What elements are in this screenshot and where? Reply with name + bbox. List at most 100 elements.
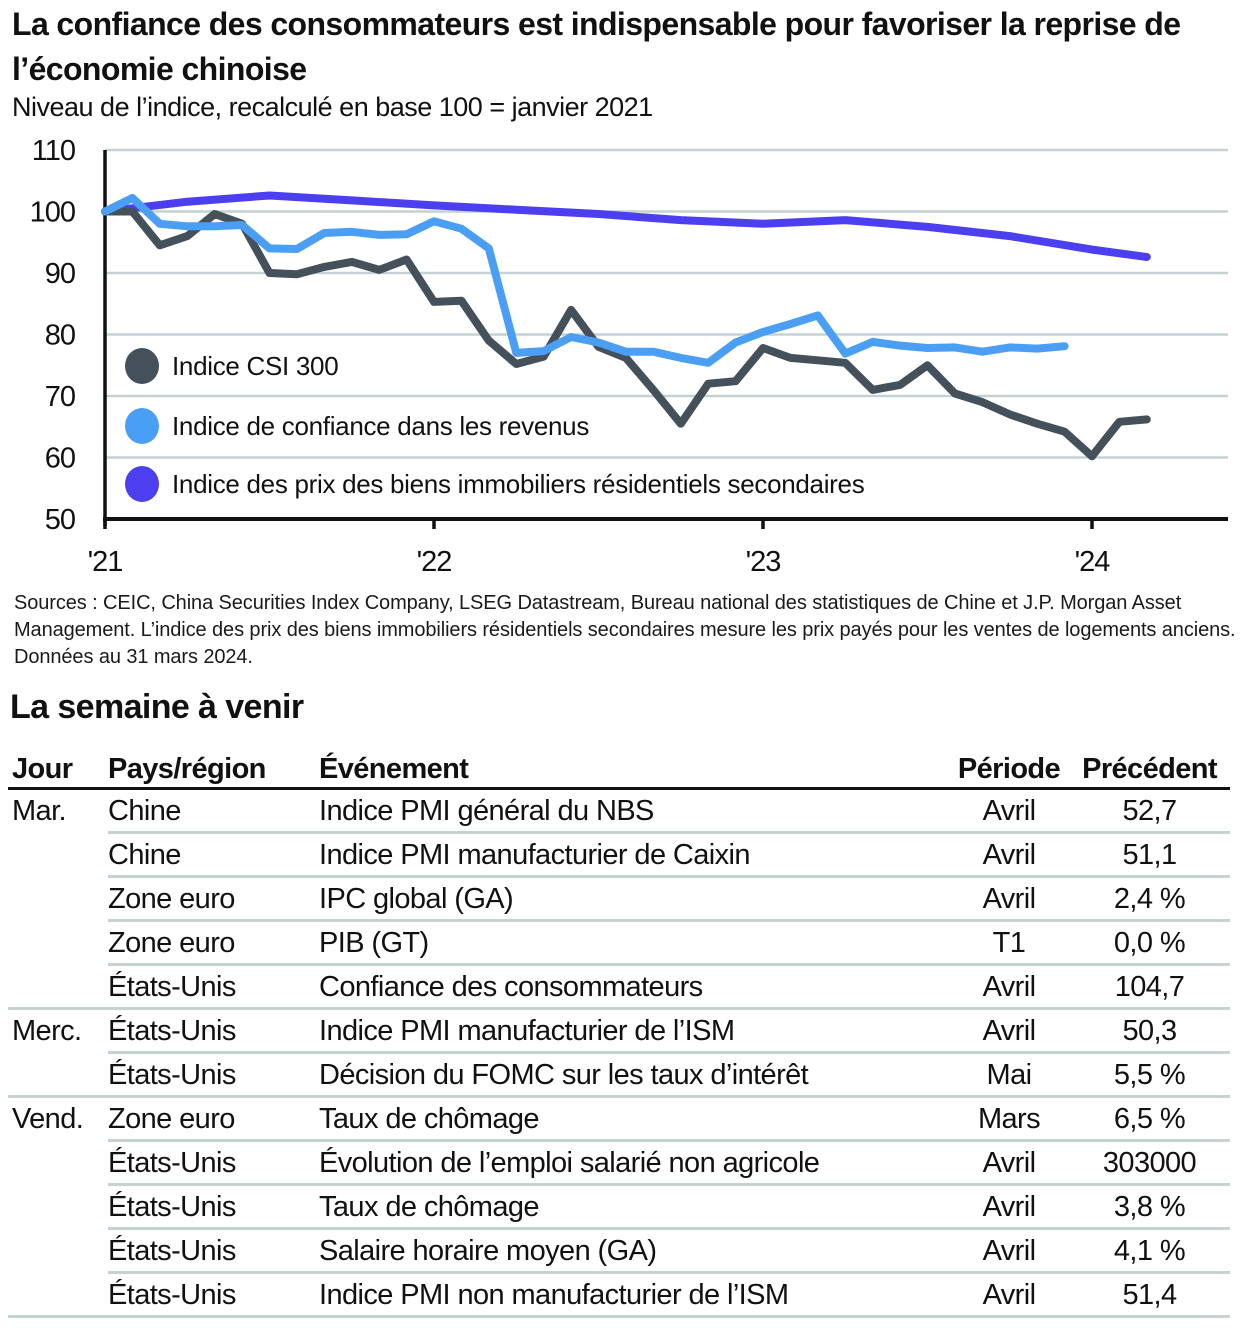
cell-previous: 104,7 [1069, 964, 1230, 1010]
legend-label: Indice de confiance dans les revenus [172, 411, 589, 441]
legend-label: Indice des prix des biens immobiliers ré… [172, 469, 865, 499]
cell-country: États-Unis [108, 1228, 319, 1274]
cell-country: Zone euro [108, 920, 319, 966]
table-row: États-Unis Décision du FOMC sur les taux … [8, 1052, 1230, 1098]
cell-period: Mars [949, 1096, 1069, 1142]
chart-subtitle: Niveau de l’indice, recalculé en base 10… [12, 92, 653, 122]
cell-day [8, 964, 108, 1010]
cell-country: États-Unis [108, 1272, 319, 1318]
cell-event: Évolution de l’emploi salarié non agrico… [319, 1140, 949, 1186]
cell-previous: 6,5 % [1069, 1096, 1230, 1142]
cell-event: Indice PMI manufacturier de l’ISM [319, 1008, 949, 1054]
cell-country: Chine [108, 832, 319, 878]
chart-title: La confiance des consommateurs est indis… [12, 6, 1181, 87]
table-row: États-Unis Taux de chômage Avril 3,8 % [8, 1184, 1230, 1230]
cell-previous: 5,5 % [1069, 1052, 1230, 1098]
x-axis: '21 '22 '23 '24 [88, 150, 1228, 578]
header-event: Événement [319, 746, 949, 790]
cell-day [8, 1185, 108, 1229]
y-tick-label: 70 [45, 381, 75, 413]
table-row: Zone euro IPC global (GA) Avril 2,4 % [8, 876, 1230, 922]
cell-country: États-Unis [108, 1184, 319, 1230]
cell-event: Confiance des consommateurs [319, 964, 949, 1010]
cell-day [8, 921, 108, 965]
header-period: Période [949, 746, 1069, 790]
cell-country: États-Unis [108, 1008, 319, 1054]
cell-day: Vend. [12, 1103, 84, 1136]
y-tick-label: 50 [45, 504, 75, 536]
cell-country: États-Unis [108, 964, 319, 1010]
line-chart: 50 60 70 80 90 100 110 '21 '22 '23 '24 Indice CSI… [30, 135, 1228, 578]
x-tick-label: '23 [746, 546, 781, 578]
x-tick-label: '24 [1075, 546, 1111, 578]
cell-period: Mai [949, 1052, 1069, 1098]
cell-previous: 51,4 [1069, 1272, 1230, 1318]
cell-day: Merc. [12, 1015, 82, 1048]
cell-day [8, 1141, 108, 1185]
cell-event: Taux de chômage [319, 1184, 949, 1230]
cell-previous: 50,3 [1069, 1008, 1230, 1054]
table-header-row: Jour Pays/région Événement Période Précé… [8, 746, 1230, 790]
cell-period: Avril [949, 1140, 1069, 1186]
x-tick-label: '21 [88, 546, 123, 578]
cell-period: T1 [949, 920, 1069, 966]
cell-previous: 303000 [1069, 1140, 1230, 1186]
cell-event: PIB (GT) [319, 920, 949, 966]
legend-swatch-income-confidence [125, 408, 159, 444]
legend-item-csi300: Indice CSI 300 [125, 348, 339, 384]
cell-country: États-Unis [108, 1140, 319, 1186]
legend: Indice CSI 300 Indice de confiance dans l… [125, 348, 865, 502]
header-country: Pays/région [108, 746, 319, 790]
series-lines [101, 191, 1151, 461]
table-row: États-Unis Évolution de l’emploi salarié … [8, 1140, 1230, 1186]
cell-previous: 4,1 % [1069, 1228, 1230, 1274]
cell-period: Avril [949, 788, 1069, 834]
legend-swatch-csi300 [125, 348, 159, 384]
table-row: Merc. États-Unis Indice PMI manufacturier … [8, 1008, 1230, 1054]
sources-note: Sources : CEIC, China Securities Index C… [14, 592, 1236, 668]
legend-label: Indice CSI 300 [172, 351, 338, 381]
cell-event: Taux de chômage [319, 1096, 949, 1142]
cell-event: Salaire horaire moyen (GA) [319, 1228, 949, 1274]
cell-day [8, 1229, 108, 1273]
x-tick-label: '22 [417, 546, 452, 578]
table-row: États-Unis Salaire horaire moyen (GA) Avri… [8, 1228, 1230, 1274]
legend-item-income-confidence: Indice de confiance dans les revenus [125, 408, 590, 444]
table-row: Mar. Chine Indice PMI général du NBS Avril 5… [8, 788, 1230, 834]
table-row: Zone euro PIB (GT) T1 0,0 % [8, 920, 1230, 966]
table-row: Chine Indice PMI manufacturier de Caixin A… [8, 832, 1230, 878]
cell-country: Zone euro [108, 1096, 319, 1142]
cell-period: Avril [949, 832, 1069, 878]
y-tick-label: 80 [45, 320, 75, 352]
cell-day [8, 1052, 108, 1098]
cell-day [8, 877, 108, 921]
cell-previous: 3,8 % [1069, 1184, 1230, 1230]
events-table: Jour Pays/région Événement Période Précé… [8, 746, 1230, 1318]
series-line-home-prices [101, 191, 1151, 261]
y-tick-label: 110 [32, 135, 75, 167]
cell-day [8, 833, 108, 877]
week-ahead-title: La semaine à venir [10, 688, 304, 726]
cell-event: Indice PMI général du NBS [319, 788, 949, 834]
y-axis-ticks: 50 60 70 80 90 100 110 [30, 135, 76, 536]
cell-period: Avril [949, 964, 1069, 1010]
cell-period: Avril [949, 1272, 1069, 1318]
cell-period: Avril [949, 1184, 1069, 1230]
cell-event: Décision du FOMC sur les taux d’intérêt [319, 1052, 949, 1098]
y-tick-label: 90 [45, 258, 75, 290]
cell-previous: 0,0 % [1069, 920, 1230, 966]
cell-previous: 51,1 [1069, 832, 1230, 878]
cell-day [8, 1272, 108, 1318]
cell-event: IPC global (GA) [319, 876, 949, 922]
table-row: États-Unis Confiance des consommateurs Avr… [8, 964, 1230, 1010]
cell-country: Zone euro [108, 876, 319, 922]
legend-swatch-home-prices [125, 466, 159, 502]
cell-period: Avril [949, 1008, 1069, 1054]
series-line-income-confidence [101, 194, 1069, 367]
cell-period: Avril [949, 1228, 1069, 1274]
header-day: Jour [8, 746, 108, 790]
table-row: Vend. Zone euro Taux de chômage Mars 6,5 % [8, 1096, 1230, 1142]
header-previous: Précédent [1069, 746, 1230, 790]
cell-country: Chine [108, 788, 319, 834]
cell-event: Indice PMI manufacturier de Caixin [319, 832, 949, 878]
